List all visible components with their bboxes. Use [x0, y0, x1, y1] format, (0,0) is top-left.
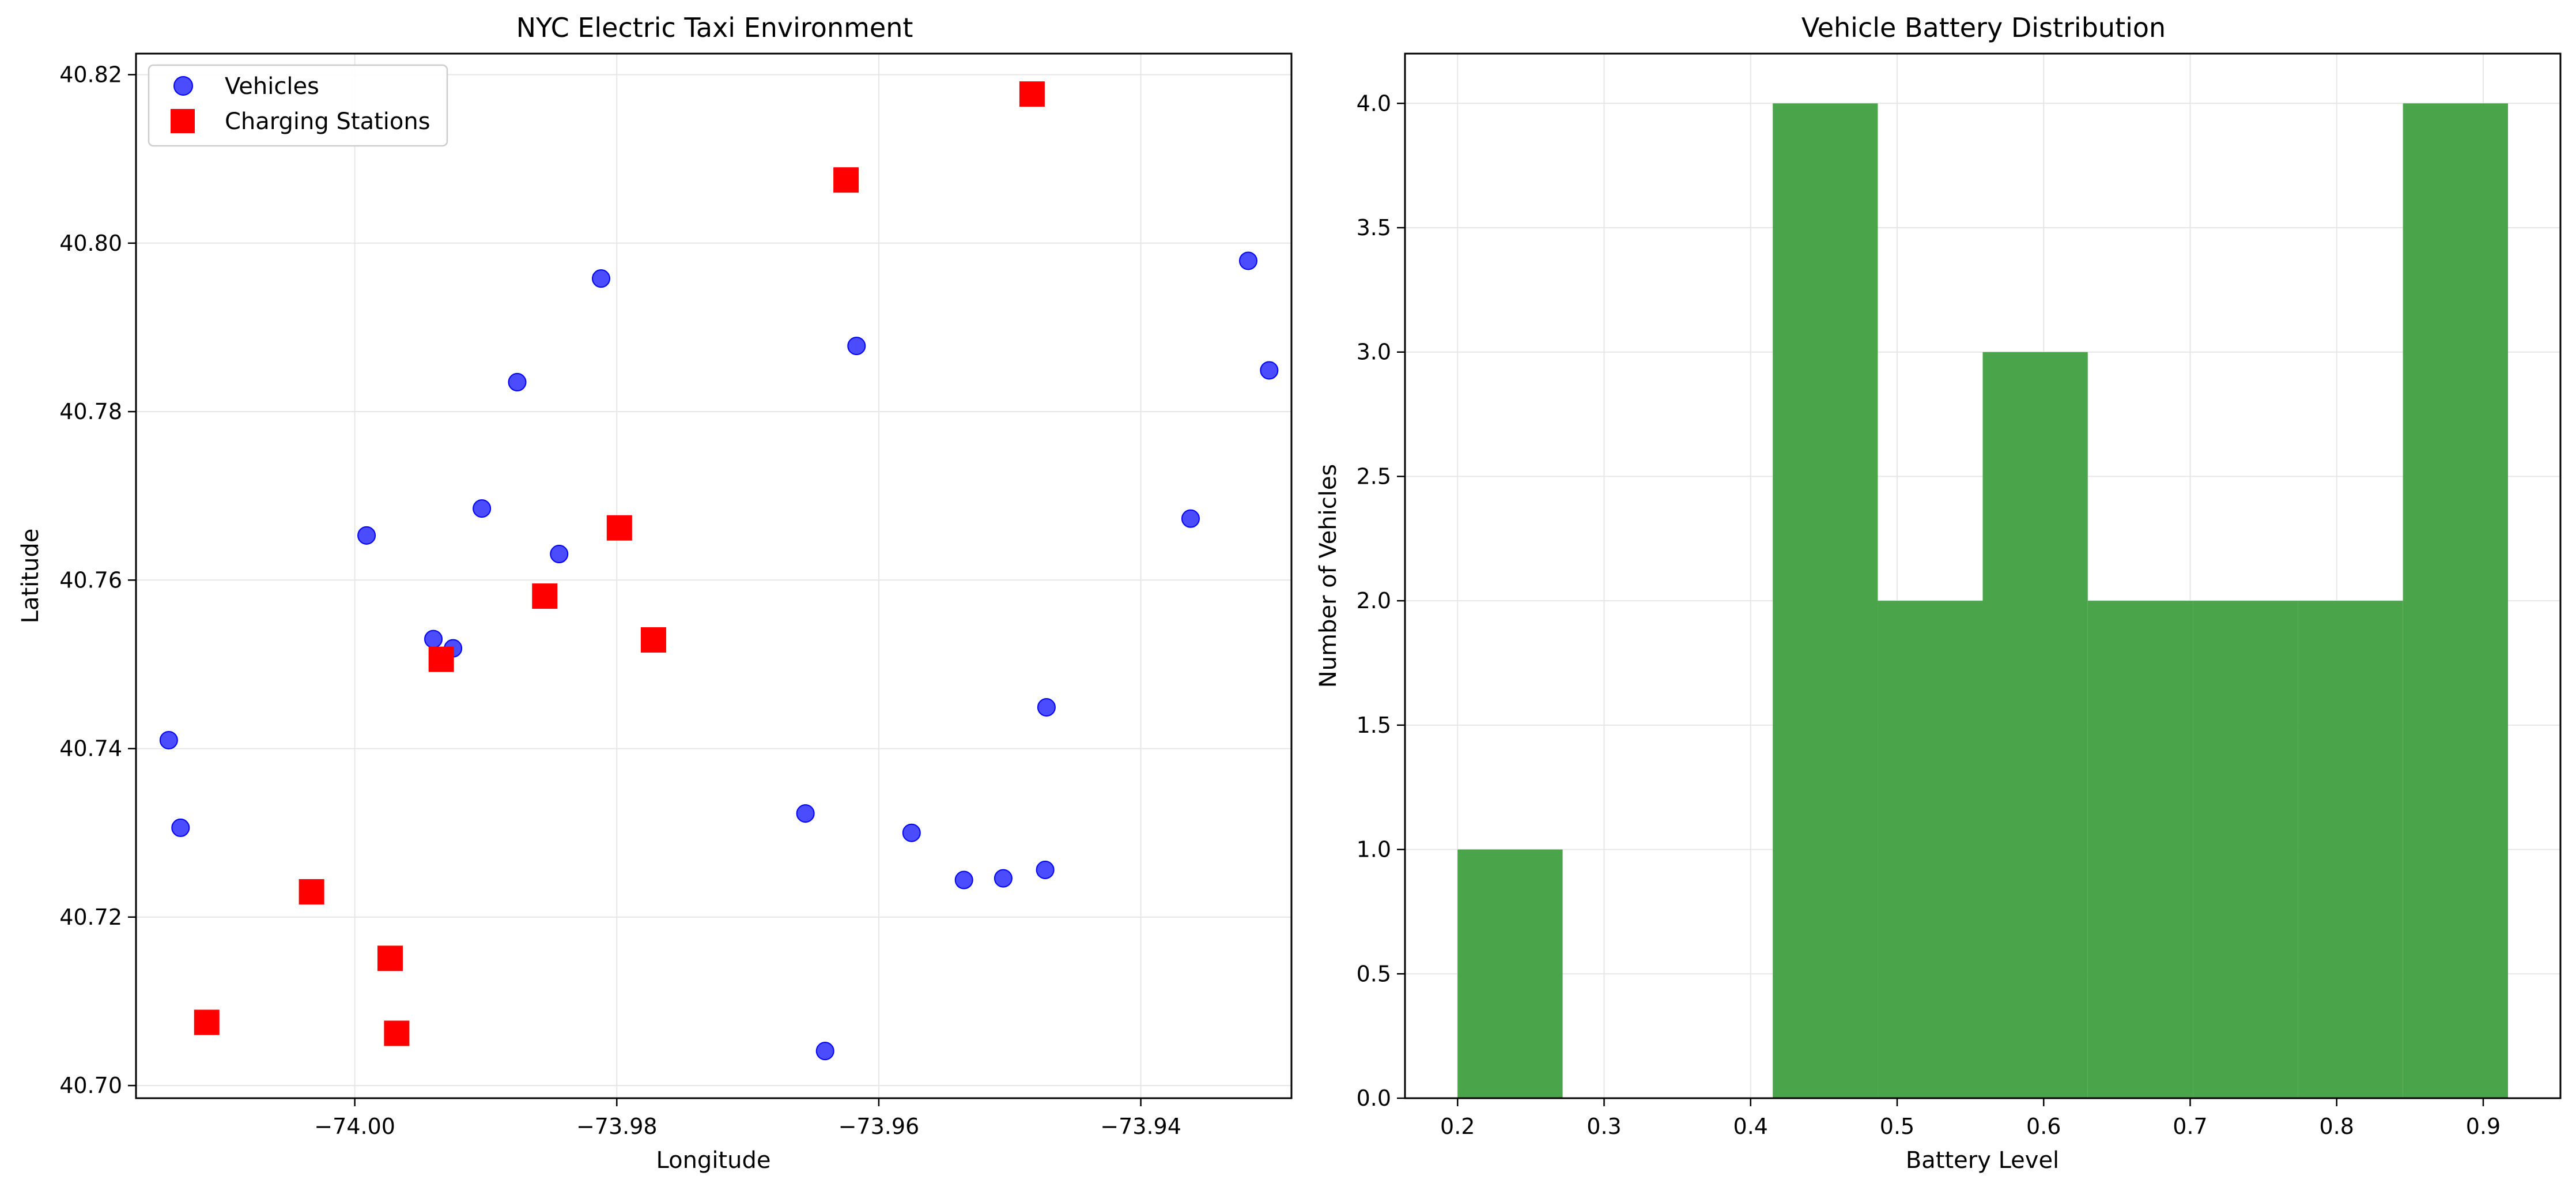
map-y-tick-label: 40.74 — [59, 736, 122, 762]
vehicle-point — [508, 372, 527, 391]
charging-station-point — [194, 1009, 220, 1035]
map-x-axis-label: Longitude — [656, 1147, 771, 1174]
map-plot-frame — [135, 52, 1293, 1099]
histogram-bar — [2193, 601, 2298, 1098]
map-ticks: −74.00 −73.98 −73.96 −73.94 40.70 40.72 40.74 4… — [59, 62, 1181, 1139]
histogram-x-tick-label: 0.4 — [1733, 1114, 1768, 1139]
map-x-tick-label: −73.96 — [838, 1114, 920, 1139]
vehicle-point — [357, 526, 376, 545]
charging-station-point — [606, 515, 632, 541]
vehicle-point — [171, 818, 190, 837]
vehicle-point — [1238, 251, 1257, 270]
histogram-x-tick-label: 0.6 — [2026, 1114, 2061, 1139]
vehicle-point — [902, 823, 921, 842]
vehicle-point — [954, 870, 973, 890]
charging-station-point — [377, 945, 403, 971]
vehicle-point — [550, 545, 569, 564]
histogram-y-tick-label: 1.0 — [1357, 837, 1391, 862]
map-legend: Vehicles Charging Stations — [148, 64, 448, 147]
map-y-tick-label: 40.70 — [59, 1073, 122, 1098]
vehicle-point — [847, 337, 866, 356]
histogram-y-tick-label: 4.0 — [1357, 91, 1391, 116]
histogram-bar — [1773, 103, 1878, 1098]
map-x-tick-label: −73.98 — [576, 1114, 658, 1139]
legend-charging-stations-label: Charging Stations — [225, 108, 430, 135]
map-panel: NYC Electric Taxi Environment −74.00 −73.… — [17, 12, 1293, 1174]
histogram-x-tick-label: 0.2 — [1440, 1114, 1475, 1139]
vehicle-point — [424, 630, 443, 649]
legend-vehicles-label: Vehicles — [225, 73, 319, 100]
vehicle-point — [1181, 509, 1200, 528]
histogram-y-tick-label: 3.5 — [1357, 215, 1391, 240]
histogram-x-tick-label: 0.3 — [1587, 1114, 1621, 1139]
vehicle-point — [1260, 361, 1279, 380]
histogram-bar — [2403, 103, 2508, 1098]
histogram-bar — [1982, 352, 2088, 1098]
histogram-bar — [2087, 601, 2193, 1098]
legend-item-vehicles: Vehicles — [173, 73, 319, 100]
charging-station-point — [384, 1020, 410, 1046]
legend-charging-station-marker — [171, 109, 195, 133]
map-y-tick-label: 40.80 — [59, 231, 122, 256]
charging-station-point — [1019, 81, 1045, 107]
histogram-ticks: 0.2 0.3 0.4 0.5 0.6 0.7 0.8 0.9 0.0 0.5 1.0 1.5 2.0 2… — [1357, 91, 2501, 1139]
map-x-tick-label: −74.00 — [314, 1114, 395, 1139]
vehicle-point — [1037, 698, 1056, 717]
map-y-tick-label: 40.72 — [59, 904, 122, 930]
histogram-x-tick-label: 0.8 — [2320, 1114, 2354, 1139]
histogram-y-tick-label: 3.0 — [1357, 340, 1391, 365]
histogram-x-axis-label: Battery Level — [1906, 1147, 2059, 1174]
map-y-axis-label: Latitude — [17, 529, 44, 624]
histogram-x-tick-label: 0.5 — [1880, 1114, 1914, 1139]
vehicle-point — [815, 1042, 834, 1061]
histogram-panel: Vehicle Battery Distribution 0.2 0.3 0.4 0.… — [1315, 12, 2562, 1174]
map-y-tick-label: 40.78 — [59, 399, 122, 424]
map-legend-box — [148, 64, 448, 147]
histogram-title: Vehicle Battery Distribution — [1801, 12, 2166, 43]
histogram-bars — [1457, 103, 2508, 1098]
histogram-bar — [2298, 601, 2403, 1098]
charging-station-point — [532, 583, 558, 609]
map-y-tick-label: 40.76 — [59, 567, 122, 593]
histogram-y-tick-label: 0.5 — [1357, 961, 1391, 986]
histogram-bar — [1457, 849, 1563, 1098]
histogram-y-tick-label: 1.5 — [1357, 713, 1391, 738]
histogram-x-tick-label: 0.9 — [2466, 1114, 2501, 1139]
vehicle-point — [592, 269, 611, 288]
vehicle-point — [473, 499, 492, 518]
charging-station-point — [833, 167, 859, 193]
histogram-bar — [1878, 601, 1983, 1098]
histogram-x-tick-label: 0.7 — [2173, 1114, 2207, 1139]
map-x-tick-label: −73.94 — [1100, 1114, 1181, 1139]
vehicle-point — [1036, 860, 1055, 879]
vehicle-point — [796, 804, 815, 823]
map-title: NYC Electric Taxi Environment — [516, 12, 913, 43]
charging-station-point — [640, 627, 666, 653]
histogram-y-tick-label: 0.0 — [1357, 1086, 1391, 1111]
histogram-y-axis-label: Number of Vehicles — [1315, 464, 1342, 688]
histogram-y-tick-label: 2.0 — [1357, 588, 1391, 613]
vehicle-point — [994, 869, 1013, 888]
histogram-y-tick-label: 2.5 — [1357, 463, 1391, 489]
map-points — [159, 81, 1279, 1061]
charging-station-point — [428, 646, 454, 672]
legend-item-charging-stations: Charging Stations — [171, 108, 430, 135]
map-y-tick-label: 40.82 — [59, 62, 122, 88]
histogram-plot-frame — [1404, 52, 2562, 1099]
charging-station-point — [299, 879, 324, 904]
vehicle-point — [159, 730, 178, 749]
legend-vehicle-marker — [173, 76, 193, 96]
map-grid — [136, 54, 1291, 1098]
